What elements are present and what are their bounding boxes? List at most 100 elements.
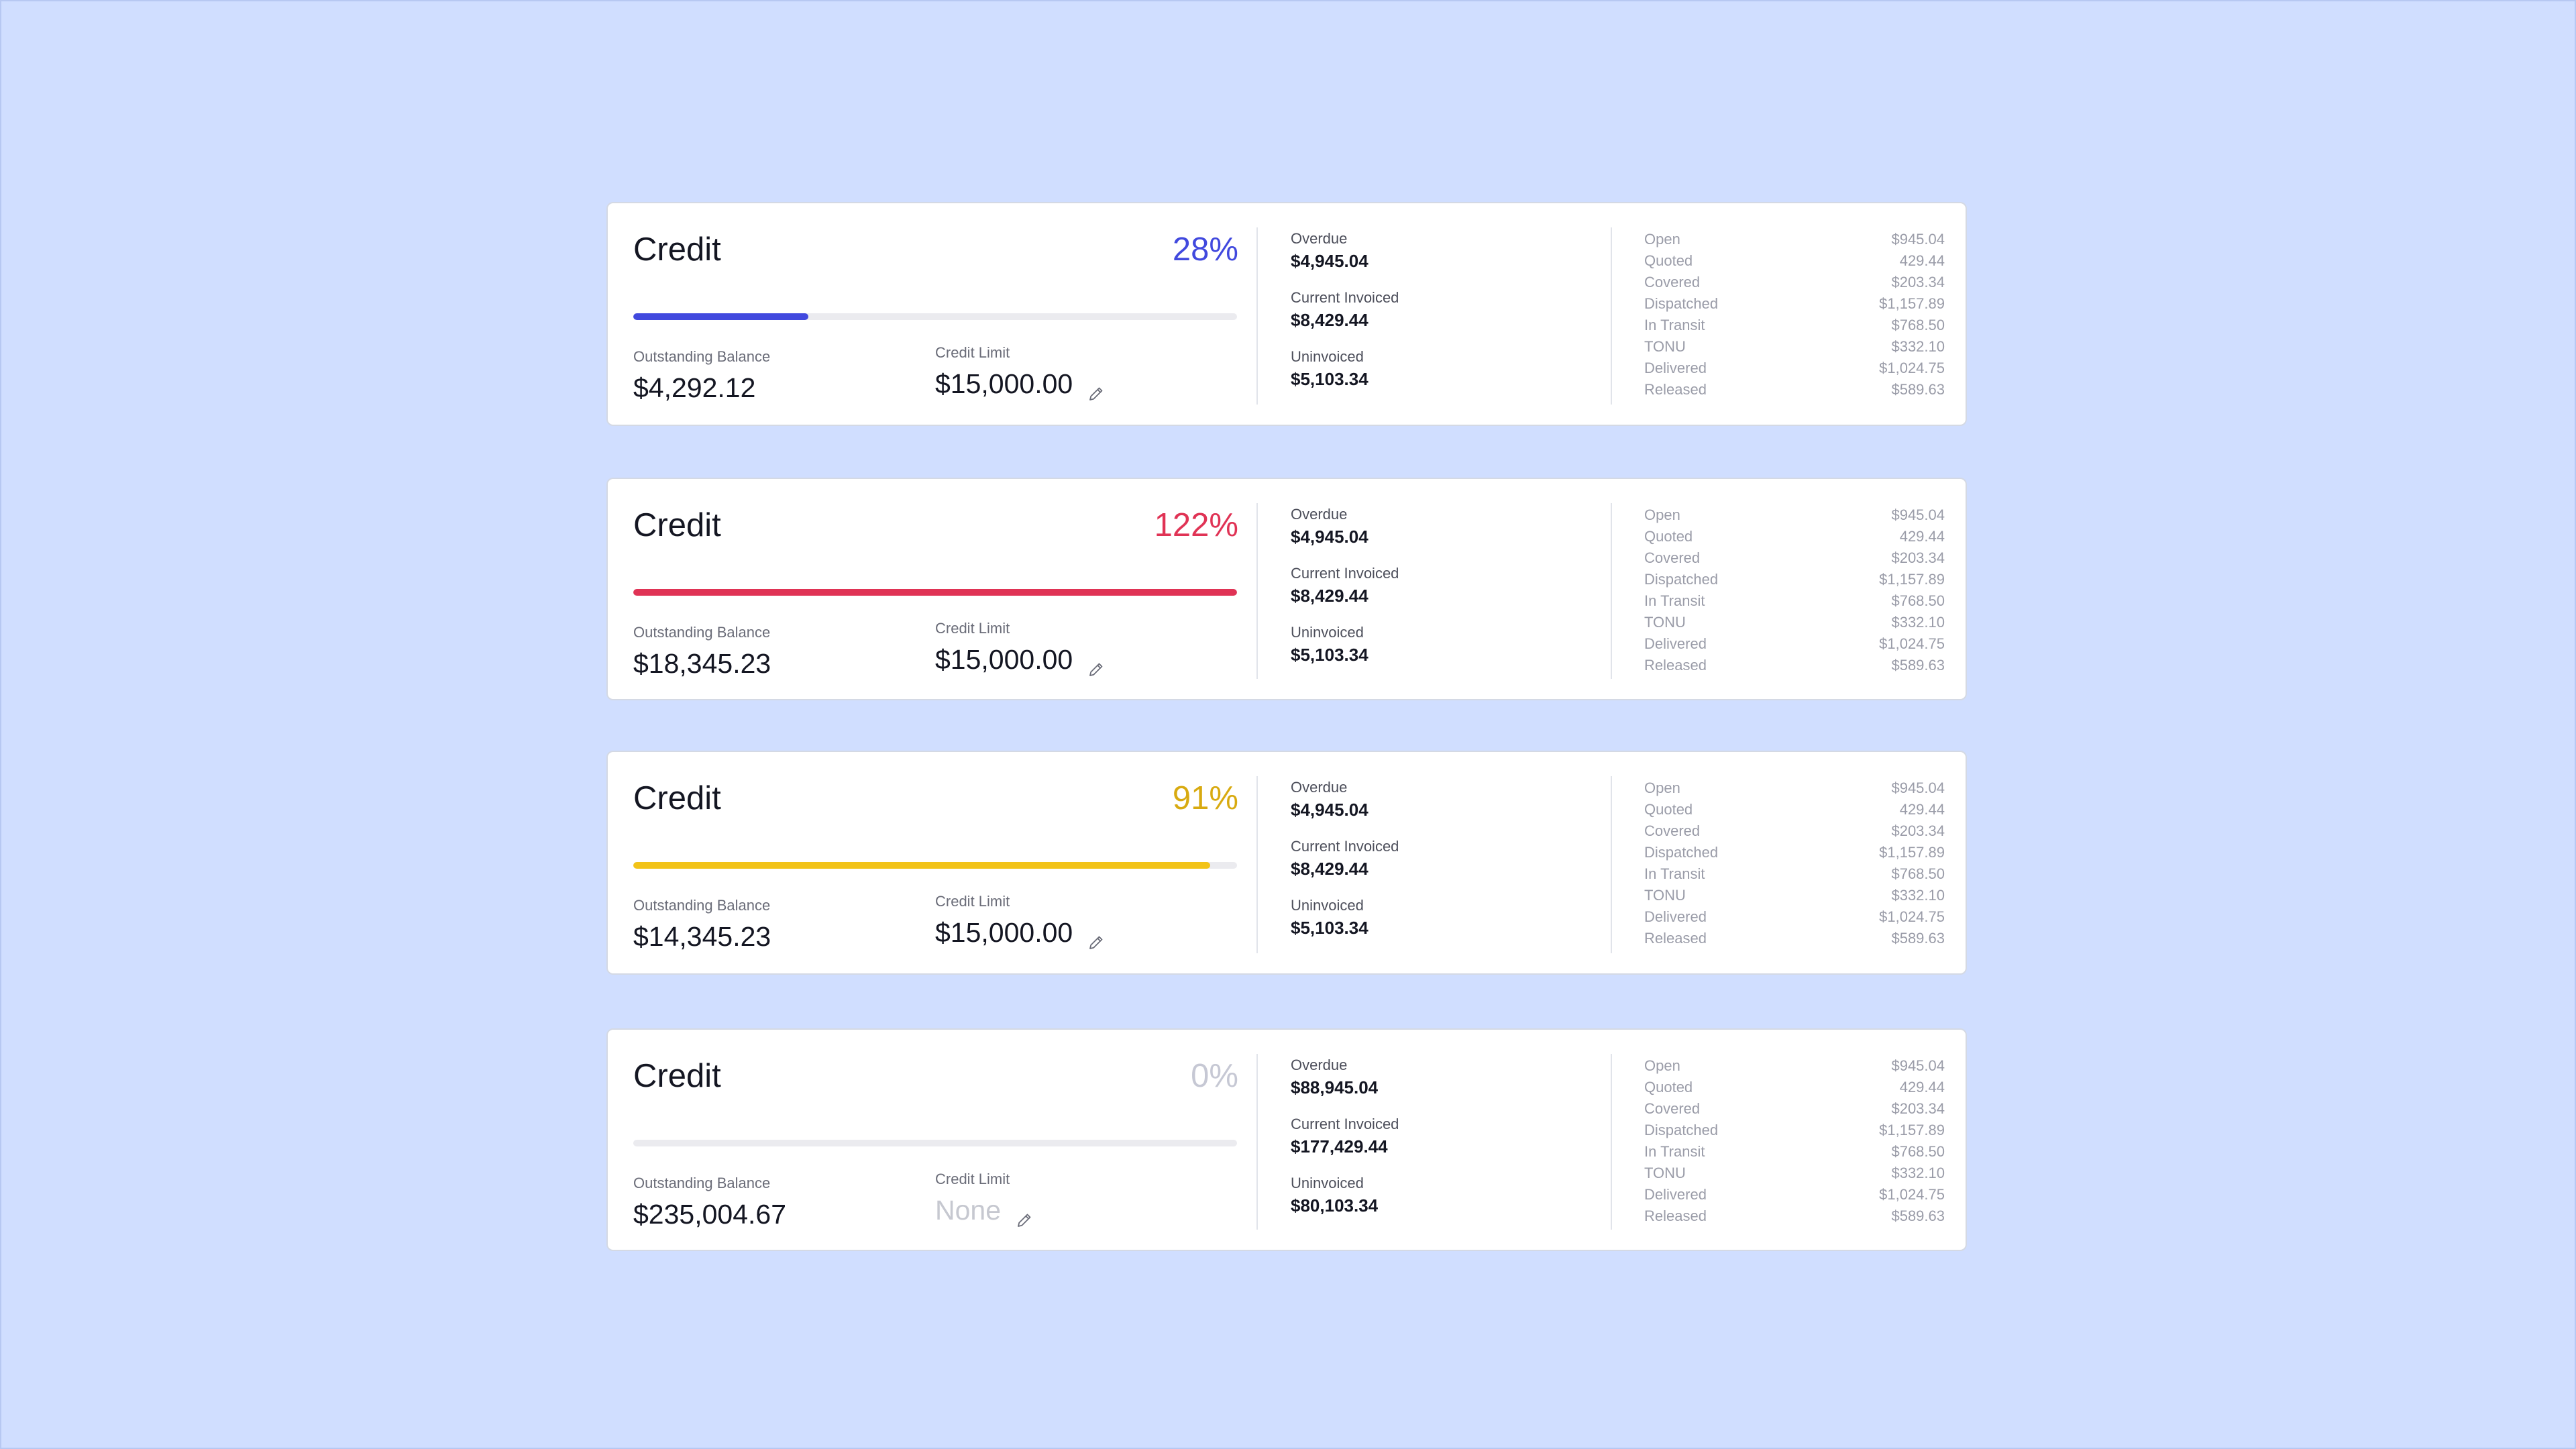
status-label: Open	[1644, 1057, 1680, 1074]
uninvoiced-label: Uninvoiced	[1291, 348, 1364, 365]
status-row: Dispatched $1,157.89	[1644, 569, 1945, 590]
outstanding-balance-label: Outstanding Balance	[633, 624, 771, 641]
status-label: TONU	[1644, 338, 1686, 355]
status-value: $768.50	[1891, 1143, 1945, 1160]
status-label: Released	[1644, 381, 1707, 398]
outstanding-balance-label: Outstanding Balance	[633, 348, 771, 365]
status-value: $768.50	[1891, 317, 1945, 333]
status-row: Released $589.63	[1644, 1205, 1945, 1227]
status-value: $768.50	[1891, 592, 1945, 609]
overdue-value: $4,945.04	[1291, 251, 1368, 271]
status-label: Covered	[1644, 549, 1701, 566]
overdue-row: Overdue $88,945.04	[1291, 1055, 1399, 1114]
status-row: TONU $332.10	[1644, 885, 1945, 906]
credit-summary-section: Credit 0% Outstanding Balance $235,004.6…	[633, 1054, 1238, 1274]
credit-card: Credit 0% Outstanding Balance $235,004.6…	[606, 1028, 1967, 1251]
credit-limit-value: None	[935, 1195, 1002, 1226]
credit-usage-bar	[633, 313, 1237, 320]
credit-usage-bar	[633, 1140, 1237, 1146]
status-row: Covered $203.34	[1644, 272, 1945, 293]
status-row: Covered $203.34	[1644, 1098, 1945, 1120]
status-row: Delivered $1,024.75	[1644, 358, 1945, 379]
uninvoiced-row: Uninvoiced $5,103.34	[1291, 896, 1399, 955]
overdue-row: Overdue $4,945.04	[1291, 504, 1399, 564]
edit-pencil-icon[interactable]	[1087, 924, 1105, 949]
overdue-label: Overdue	[1291, 1057, 1348, 1073]
status-label: Quoted	[1644, 1079, 1693, 1095]
credit-limit-label: Credit Limit	[935, 1171, 1010, 1187]
status-label: Covered	[1644, 1100, 1701, 1117]
status-label: Delivered	[1644, 908, 1707, 925]
outstanding-balance: Outstanding Balance $14,345.23	[633, 896, 771, 955]
status-row: Covered $203.34	[1644, 820, 1945, 842]
status-value: $768.50	[1891, 865, 1945, 882]
credit-limit-label: Credit Limit	[935, 620, 1010, 637]
section-divider	[1256, 1054, 1258, 1230]
overdue-value: $4,945.04	[1291, 800, 1368, 820]
overdue-row: Overdue $4,945.04	[1291, 229, 1399, 288]
status-value: $945.04	[1891, 780, 1945, 796]
invoice-summary-section: Overdue $88,945.04 Current Invoiced $177…	[1291, 1055, 1399, 1232]
section-divider	[1611, 776, 1612, 953]
current-invoiced-label: Current Invoiced	[1291, 838, 1399, 855]
overdue-label: Overdue	[1291, 506, 1348, 523]
credit-limit-label: Credit Limit	[935, 344, 1010, 361]
status-label: TONU	[1644, 1165, 1686, 1181]
outstanding-balance-value: $235,004.67	[633, 1199, 787, 1230]
status-row: Open $945.04	[1644, 1055, 1945, 1077]
status-label: Open	[1644, 231, 1680, 248]
uninvoiced-value: $5,103.34	[1291, 369, 1368, 389]
credit-usage-bar-fill	[633, 862, 1210, 869]
status-label: Released	[1644, 1208, 1707, 1224]
status-value: $332.10	[1891, 1165, 1945, 1181]
credit-limit: Credit Limit $15,000.00	[935, 343, 1105, 402]
edit-pencil-icon[interactable]	[1087, 651, 1105, 676]
credit-card: Credit 91% Outstanding Balance $14,345.2…	[606, 751, 1967, 975]
credit-usage-bar	[633, 862, 1237, 869]
status-row: Quoted 429.44	[1644, 250, 1945, 272]
status-row: Covered $203.34	[1644, 547, 1945, 569]
current-invoiced-value: $8,429.44	[1291, 586, 1368, 606]
current-invoiced-row: Current Invoiced $177,429.44	[1291, 1114, 1399, 1173]
edit-pencil-icon[interactable]	[1016, 1201, 1033, 1227]
section-divider	[1611, 1054, 1612, 1230]
status-label: TONU	[1644, 614, 1686, 631]
credit-title: Credit	[633, 780, 721, 816]
invoice-summary-section: Overdue $4,945.04 Current Invoiced $8,42…	[1291, 777, 1399, 955]
credit-limit: Credit Limit None	[935, 1169, 1033, 1228]
status-label: Delivered	[1644, 360, 1707, 376]
status-label: Quoted	[1644, 801, 1693, 818]
status-row: Released $589.63	[1644, 379, 1945, 400]
credit-card: Credit 28% Outstanding Balance $4,292.12…	[606, 202, 1967, 426]
uninvoiced-row: Uninvoiced $5,103.34	[1291, 347, 1399, 406]
status-row: Released $589.63	[1644, 655, 1945, 676]
status-breakdown-section: Open $945.04 Quoted 429.44 Covered $203.34 Dis…	[1644, 229, 1945, 400]
credit-usage-bar	[633, 589, 1237, 596]
outstanding-balance: Outstanding Balance $18,345.23	[633, 623, 771, 682]
edit-pencil-icon[interactable]	[1087, 375, 1105, 400]
status-label: Delivered	[1644, 635, 1707, 652]
credit-limit-value: $15,000.00	[935, 644, 1073, 675]
status-value: $945.04	[1891, 1057, 1945, 1074]
status-row: Quoted 429.44	[1644, 526, 1945, 547]
current-invoiced-label: Current Invoiced	[1291, 565, 1399, 582]
status-row: TONU $332.10	[1644, 612, 1945, 633]
status-row: In Transit $768.50	[1644, 590, 1945, 612]
status-label: In Transit	[1644, 865, 1705, 882]
status-label: Dispatched	[1644, 1122, 1719, 1138]
uninvoiced-label: Uninvoiced	[1291, 624, 1364, 641]
status-row: Open $945.04	[1644, 504, 1945, 526]
outstanding-balance-label: Outstanding Balance	[633, 1175, 771, 1191]
credit-limit-value-row: $15,000.00	[935, 914, 1105, 951]
status-value: $1,024.75	[1879, 635, 1945, 652]
status-value: 429.44	[1899, 801, 1945, 818]
status-value: $589.63	[1891, 381, 1945, 398]
status-value: $203.34	[1891, 1100, 1945, 1117]
credit-usage-percent: 28%	[1172, 231, 1238, 268]
status-label: Covered	[1644, 822, 1701, 839]
status-value: $1,157.89	[1879, 1122, 1945, 1138]
credit-limit-value-row: None	[935, 1192, 1033, 1228]
status-label: In Transit	[1644, 592, 1705, 609]
credit-title: Credit	[633, 507, 721, 543]
credit-limit: Credit Limit $15,000.00	[935, 619, 1105, 678]
